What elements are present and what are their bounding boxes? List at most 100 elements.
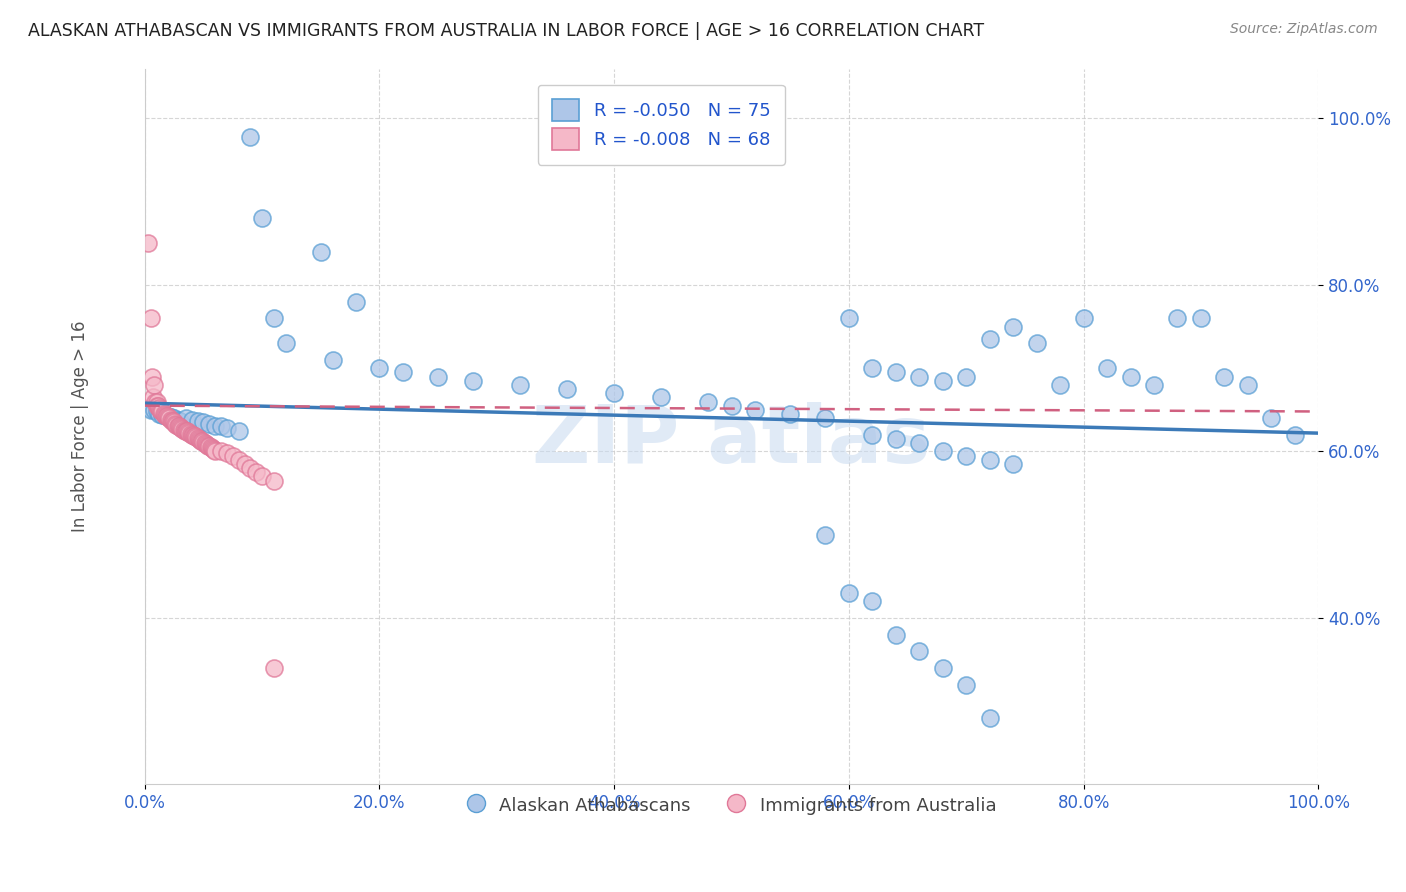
Point (932, 374, 955, 388)
Point (1284, 427, 1306, 442)
Point (190, 434, 212, 448)
Point (166, 417, 188, 432)
Point (159, 410, 181, 425)
Point (162, 415, 184, 429)
Point (368, 361, 391, 376)
Point (979, 332, 1001, 346)
Point (180, 427, 202, 442)
Point (779, 407, 801, 421)
Point (245, 465, 267, 479)
Point (150, 404, 173, 418)
Point (188, 433, 211, 447)
Point (187, 431, 209, 445)
Text: ZIP atlas: ZIP atlas (533, 401, 931, 480)
Point (1166, 311, 1188, 326)
Point (172, 422, 194, 436)
Point (143, 402, 166, 417)
Point (955, 677, 977, 691)
Point (228, 452, 250, 467)
Point (179, 426, 201, 441)
Point (274, 336, 297, 351)
Point (1049, 377, 1071, 392)
Point (157, 410, 180, 425)
Point (155, 409, 177, 423)
Point (176, 425, 198, 439)
Point (166, 413, 188, 427)
Point (180, 427, 202, 442)
Point (1095, 361, 1118, 376)
Point (145, 399, 167, 413)
Point (187, 432, 209, 446)
Point (180, 413, 202, 427)
Point (1213, 369, 1236, 384)
Point (177, 425, 200, 440)
Point (155, 409, 177, 423)
Point (884, 432, 907, 446)
Point (169, 420, 191, 434)
Point (194, 437, 217, 451)
Point (509, 377, 531, 392)
Point (156, 409, 179, 424)
Point (152, 407, 174, 421)
Point (263, 661, 285, 675)
Point (148, 401, 170, 416)
Point (309, 244, 332, 259)
Point (222, 449, 245, 463)
Point (157, 409, 180, 424)
Point (1025, 336, 1047, 351)
Point (184, 429, 207, 443)
Point (344, 294, 367, 309)
Point (143, 394, 166, 409)
Point (142, 390, 165, 404)
Point (195, 438, 218, 452)
Point (193, 435, 215, 450)
Point (215, 421, 238, 435)
Point (165, 417, 187, 431)
Point (152, 404, 174, 418)
Point (201, 441, 224, 455)
Point (955, 369, 977, 384)
Point (263, 311, 285, 326)
Point (1260, 411, 1282, 425)
Point (198, 417, 221, 431)
Point (1189, 311, 1212, 326)
Point (884, 365, 907, 379)
Point (932, 444, 955, 458)
Point (191, 434, 214, 449)
Point (908, 644, 931, 658)
Point (194, 436, 217, 450)
Point (200, 440, 222, 454)
Point (838, 311, 860, 326)
Point (183, 428, 205, 442)
Point (174, 424, 197, 438)
Point (181, 427, 204, 442)
Point (427, 369, 450, 384)
Point (141, 369, 163, 384)
Point (650, 390, 672, 404)
Point (1073, 311, 1095, 326)
Point (228, 424, 250, 438)
Point (250, 211, 273, 226)
Point (814, 411, 837, 425)
Point (159, 411, 181, 425)
Point (204, 443, 226, 458)
Point (860, 427, 883, 442)
Point (193, 415, 215, 429)
Point (1119, 369, 1142, 384)
Point (187, 415, 209, 429)
Point (201, 442, 224, 456)
Point (932, 661, 955, 675)
Point (322, 352, 344, 367)
Point (744, 402, 766, 417)
Point (250, 469, 273, 483)
Point (555, 382, 578, 396)
Point (233, 457, 256, 471)
Point (186, 430, 208, 444)
Point (239, 129, 262, 144)
Point (697, 394, 720, 409)
Point (884, 627, 907, 641)
Point (143, 377, 166, 392)
Point (167, 419, 190, 434)
Point (163, 411, 186, 425)
Point (204, 418, 226, 433)
